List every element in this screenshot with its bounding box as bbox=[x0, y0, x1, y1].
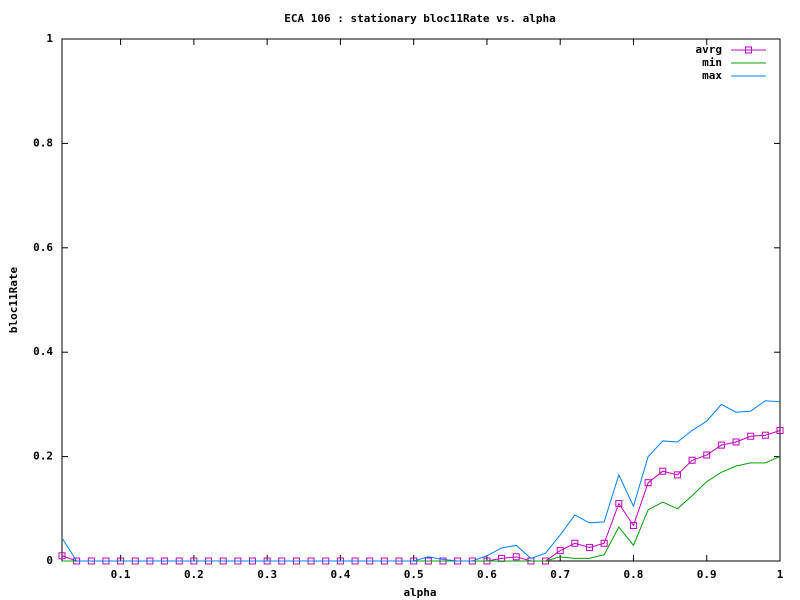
point-marker bbox=[644, 479, 652, 487]
y-tick-label: 1 bbox=[46, 32, 53, 45]
legend-label: min bbox=[702, 56, 722, 69]
chart-title: ECA 106 : stationary bloc11Rate vs. alph… bbox=[284, 12, 556, 25]
point-marker bbox=[629, 522, 637, 530]
point-marker bbox=[556, 547, 564, 555]
point-marker bbox=[747, 432, 755, 440]
point-marker bbox=[58, 552, 66, 560]
legend-label: avrg bbox=[696, 43, 723, 56]
x-tick-label: 0.4 bbox=[330, 568, 350, 581]
point-marker bbox=[761, 431, 769, 439]
point-marker bbox=[659, 467, 667, 475]
x-tick-label: 0.6 bbox=[477, 568, 497, 581]
x-axis-label: alpha bbox=[403, 586, 436, 599]
x-tick-label: 0.8 bbox=[624, 568, 644, 581]
x-tick-label: 0.3 bbox=[257, 568, 277, 581]
series-line bbox=[61, 400, 781, 562]
point-marker bbox=[732, 438, 740, 446]
point-marker bbox=[703, 451, 711, 459]
x-tick-label: 0.2 bbox=[184, 568, 204, 581]
point-marker bbox=[512, 553, 520, 561]
point-marker bbox=[776, 427, 784, 434]
point-marker bbox=[615, 500, 623, 508]
x-tick-label: 0.9 bbox=[697, 568, 717, 581]
point-marker bbox=[600, 539, 608, 547]
x-tick-label: 0.7 bbox=[550, 568, 570, 581]
point-marker bbox=[571, 539, 579, 547]
point-marker bbox=[586, 543, 594, 551]
y-tick-label: 0.2 bbox=[33, 450, 53, 463]
y-axis-label: bloc11Rate bbox=[7, 267, 20, 334]
point-marker bbox=[673, 471, 681, 479]
point-marker bbox=[717, 441, 725, 449]
x-tick-label: 0.5 bbox=[404, 568, 424, 581]
x-tick-label: 1 bbox=[777, 568, 784, 581]
y-tick-label: 0.8 bbox=[33, 136, 53, 149]
y-tick-label: 0 bbox=[46, 554, 53, 567]
legend-marker bbox=[745, 46, 752, 54]
legend-label: max bbox=[702, 69, 722, 82]
x-tick-label: 0.1 bbox=[111, 568, 131, 581]
point-marker bbox=[688, 456, 696, 464]
y-tick-label: 0.4 bbox=[33, 345, 53, 358]
y-tick-label: 0.6 bbox=[33, 241, 53, 254]
